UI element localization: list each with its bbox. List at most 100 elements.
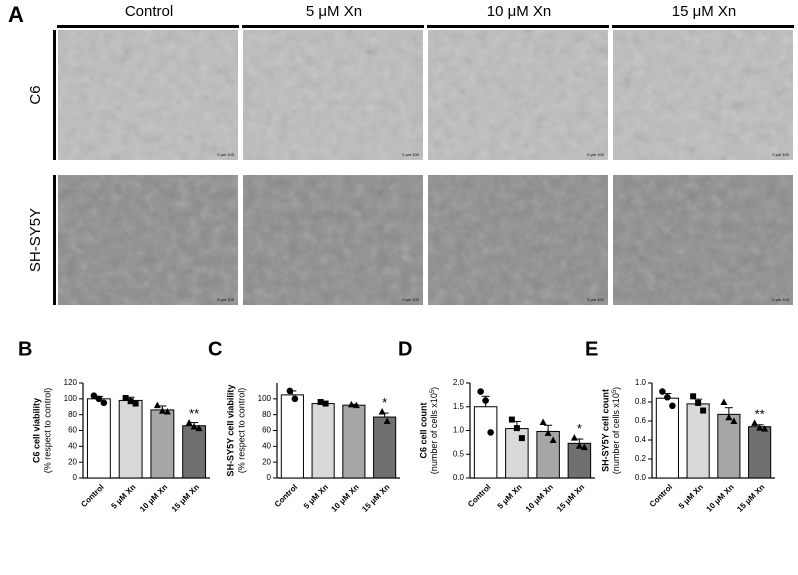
x-tick-label: 15 μM Xn: [170, 482, 201, 513]
panel-label: B: [18, 338, 32, 360]
data-point: [383, 417, 391, 424]
micrograph-texture: [243, 30, 423, 160]
y-tick-label: 100: [258, 394, 272, 403]
data-point: [659, 388, 666, 395]
y-axis-title: SH-SY5Y cell viability: [225, 385, 235, 477]
x-tick-label: 5 μM Xn: [302, 482, 330, 510]
x-tick-label: 5 μM Xn: [496, 482, 524, 510]
micrograph-texture: [243, 175, 423, 305]
row-rule: [53, 30, 56, 160]
row-label: C6: [27, 85, 44, 104]
bar: [748, 426, 772, 479]
y-tick-label: 0.0: [635, 473, 647, 482]
significance-label: *: [577, 421, 582, 436]
header-rule: [612, 25, 794, 28]
y-axis-subtitle-part: (number of cells x10: [611, 393, 621, 474]
column-header: 10 μM Xn: [487, 3, 552, 20]
x-tick-label: 15 μM Xn: [555, 482, 586, 513]
scale-bar-label: 0 μm 100: [772, 152, 790, 157]
data-point: [669, 402, 676, 410]
data-point: [751, 419, 759, 426]
data-point: [477, 388, 484, 395]
y-tick-label: 0: [267, 473, 272, 482]
bar: [311, 403, 335, 479]
y-tick-label: 80: [262, 410, 271, 419]
y-tick-label: 120: [64, 378, 78, 387]
y-tick-label: 2.0: [453, 378, 465, 387]
panel-label: A: [8, 2, 24, 27]
data-point: [90, 392, 98, 399]
x-tick-label: 10 μM Xn: [138, 482, 169, 513]
x-tick-label: Control: [79, 483, 105, 509]
y-tick-label: 0.8: [635, 397, 647, 406]
data-point: [291, 395, 299, 403]
y-axis-subtitle-part: (number of cells x10: [429, 393, 439, 474]
data-point: [487, 429, 494, 436]
micrograph-texture: [428, 30, 608, 160]
y-axis-title: SH-SY5Y cell count: [600, 389, 610, 472]
y-tick-label: 20: [68, 457, 77, 466]
y-axis-subtitle-part: ): [429, 387, 439, 390]
y-tick-label: 0.6: [635, 416, 647, 425]
y-axis-subtitle: (number of cells x105): [611, 387, 621, 474]
bar: [86, 398, 111, 479]
data-point: [575, 442, 583, 449]
data-point: [570, 434, 578, 441]
data-point: [153, 401, 161, 409]
data-point: [544, 429, 552, 436]
data-point: [378, 408, 386, 415]
data-point: [190, 423, 198, 430]
data-point: [100, 399, 108, 407]
significance-label: **: [755, 406, 765, 421]
data-point: [513, 425, 520, 432]
x-tick-label: 10 μM Xn: [705, 482, 736, 513]
scale-bar-label: 0 μm 100: [772, 297, 790, 302]
data-point: [725, 413, 733, 421]
y-tick-label: 1.0: [453, 426, 465, 435]
data-point: [352, 401, 360, 409]
data-point: [695, 399, 702, 406]
x-tick-label: 15 μM Xn: [360, 482, 391, 513]
y-tick-label: 80: [68, 410, 77, 419]
y-tick-label: 0.0: [453, 473, 465, 482]
data-point: [95, 395, 103, 403]
bar: [655, 397, 679, 479]
panel-label: E: [585, 338, 598, 360]
data-point: [317, 399, 324, 405]
y-axis-subtitle-sup: 5: [612, 389, 618, 393]
bar: [536, 430, 560, 479]
bar: [686, 403, 710, 479]
header-rule: [427, 25, 609, 28]
data-point: [482, 397, 489, 404]
micrograph-texture: [613, 30, 793, 160]
y-axis-subtitle-sup: 5: [430, 389, 436, 393]
data-point: [580, 443, 588, 451]
y-tick-label: 0.2: [635, 454, 647, 463]
y-tick-label: 1.0: [635, 378, 647, 387]
x-tick-label: Control: [466, 483, 492, 509]
data-point: [122, 395, 129, 402]
scale-bar-label: 0 μm 100: [402, 152, 420, 157]
data-point: [195, 424, 203, 432]
significance-label: *: [382, 395, 387, 410]
y-axis-subtitle: (% respect to control): [236, 388, 246, 474]
x-tick-label: Control: [648, 483, 674, 509]
data-point: [700, 407, 707, 414]
data-point: [720, 398, 728, 405]
column-header: 15 μM Xn: [672, 3, 737, 20]
column-header: 5 μM Xn: [306, 3, 362, 20]
x-tick-label: 10 μM Xn: [330, 482, 361, 513]
micrograph-texture: [58, 30, 238, 160]
y-tick-label: 0: [73, 473, 78, 482]
data-point: [690, 393, 697, 400]
x-tick-label: 10 μM Xn: [524, 482, 555, 513]
y-axis-subtitle: (number of cells x105): [429, 387, 439, 474]
scale-bar-label: 0 μm 100: [587, 152, 605, 157]
y-axis-title: C6 cell viability: [31, 398, 41, 463]
y-tick-label: 0.5: [453, 449, 465, 458]
data-point: [163, 408, 171, 415]
y-tick-label: 60: [68, 426, 77, 435]
y-axis-subtitle: (% respect to control): [42, 388, 52, 474]
micrograph-texture: [58, 175, 238, 305]
